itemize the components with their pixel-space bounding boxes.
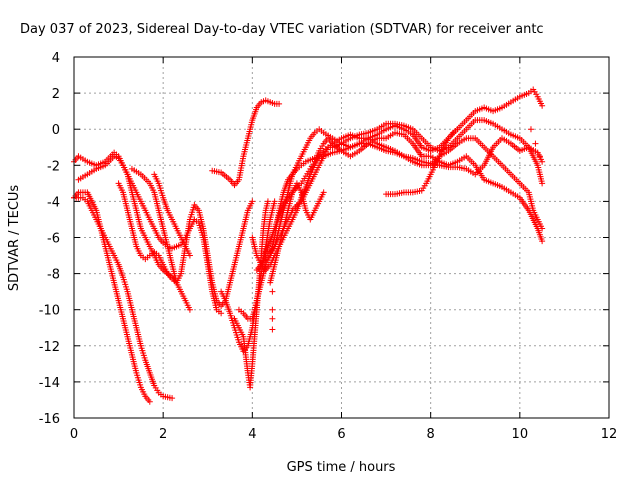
y-tick-label: 4 [52,51,60,66]
data-points [71,86,546,405]
data-point [146,398,153,405]
x-tick-label: 8 [427,427,435,442]
data-point [527,126,534,133]
data-point [169,395,176,402]
grid [74,57,609,418]
y-axis-title: SDTVAR / TECUs [7,185,22,292]
y-tick-label: -14 [39,376,60,391]
data-point [269,326,276,333]
x-tick-label: 6 [337,427,345,442]
chart-title: Day 037 of 2023, Sidereal Day-to-day VTE… [20,22,544,37]
x-tick-label: 4 [248,427,256,442]
axis-ticks: 0 2 4 6 8 10 12 -16 -14 -12 -10 -8 -6 -4 -2 0 2 4 [39,51,618,442]
data-point [186,306,193,313]
x-tick-label: 10 [512,427,529,442]
data-point [218,310,225,317]
data-point [269,288,276,295]
x-axis-title: GPS time / hours [287,460,396,475]
data-point [539,158,546,165]
y-tick-label: 2 [52,87,60,102]
data-point [539,102,546,109]
data-point [269,306,276,313]
data-point [539,225,546,232]
y-tick-label: -4 [47,195,60,210]
y-tick-label: -8 [47,268,60,283]
data-point [536,153,543,160]
data-point [532,140,539,147]
data-point [264,198,271,205]
data-point [539,238,546,245]
x-tick-label: 0 [70,427,78,442]
data-point [320,189,327,196]
data-point [539,180,546,187]
data-point [269,315,276,322]
x-tick-label: 2 [159,427,167,442]
data-point [271,198,278,205]
x-tick-label: 12 [601,427,618,442]
data-point [454,126,461,133]
y-tick-label: -10 [39,304,60,319]
data-point [276,100,283,107]
y-tick-label: 0 [52,123,60,138]
y-tick-label: -16 [39,412,60,427]
y-tick-label: -2 [47,159,60,174]
data-point [186,252,193,259]
data-point [249,198,256,205]
y-tick-label: -12 [39,340,60,355]
y-tick-label: -6 [47,232,60,247]
plot-frame [73,56,610,419]
